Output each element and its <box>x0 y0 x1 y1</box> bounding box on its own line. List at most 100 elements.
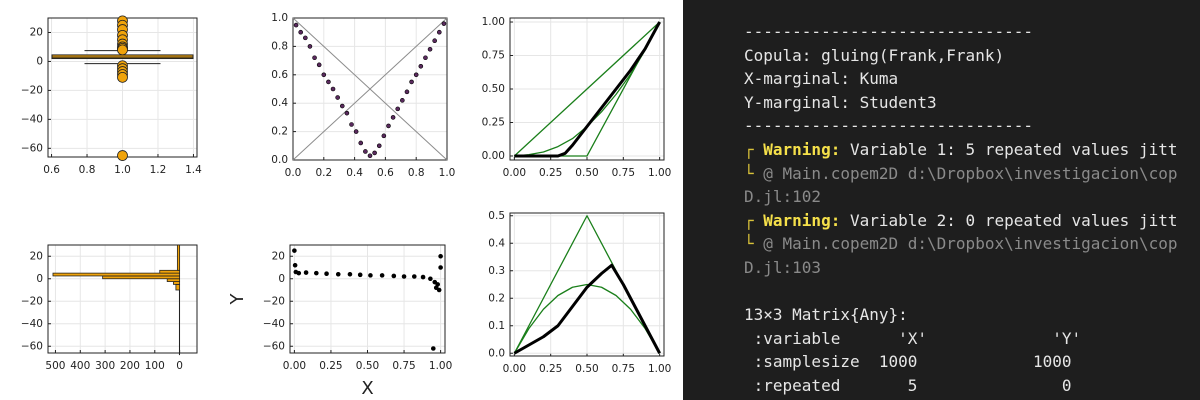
line-series <box>514 21 661 158</box>
warning-message: Variable 1: 5 repeated values jitt <box>840 139 1178 159</box>
y-tick-label: 0 <box>278 273 285 285</box>
bracket: └ <box>744 234 764 254</box>
y-tick-label: −20 <box>21 84 43 96</box>
subplot: 0.00 0.25 0.50 0.75 1.00 0.00 0.25 0.50 0.75 1.00 <box>482 16 672 179</box>
plot-frame <box>47 244 198 354</box>
warning-source: @ Main.copem2D d:\Dropbox\investigacion\… <box>763 234 1178 254</box>
x-tick-label: 0.25 <box>319 360 342 372</box>
point <box>420 274 426 280</box>
point <box>418 63 424 69</box>
y-tick-label: 0 <box>36 273 43 285</box>
y-tick-label: 0.50 <box>482 83 505 95</box>
point <box>441 21 447 26</box>
point <box>395 106 401 112</box>
outlier <box>117 44 128 56</box>
y-tick-label: 20 <box>30 26 43 38</box>
x-tick-label: 0.75 <box>392 360 415 372</box>
point <box>312 55 317 61</box>
point <box>321 72 327 78</box>
x-tick-label: 0.75 <box>612 167 635 179</box>
outlier <box>117 150 128 161</box>
plot-frame <box>509 212 665 357</box>
point <box>292 248 297 253</box>
terminal-output: ------------------------------ Copula: g… <box>744 20 1177 398</box>
line-series <box>513 283 661 354</box>
point <box>411 274 417 279</box>
point <box>436 29 442 35</box>
point <box>372 150 377 156</box>
warning-label: Warning: <box>763 210 841 230</box>
subplot: 0.0 0.2 0.4 0.6 0.8 1.0 0.0 0.2 0.4 0.6 0.8 1.0 <box>271 12 455 179</box>
y-tick-label: 0.25 <box>482 116 505 128</box>
y-tick-label: 0.75 <box>482 50 505 62</box>
x-tick-label: 100 <box>145 360 165 372</box>
x-tick-label: 500 <box>45 360 65 372</box>
bar <box>176 244 181 271</box>
bracket: ┌ <box>744 139 764 159</box>
y-tick-label: −20 <box>263 295 285 307</box>
x-tick-label: 0.75 <box>612 363 635 375</box>
y-tick-label: 0.00 <box>482 150 505 162</box>
line-series <box>513 21 661 157</box>
plot-frame <box>289 244 446 354</box>
bracket: └ <box>744 163 764 183</box>
y-tick-label: 0.4 <box>488 237 505 249</box>
point <box>335 95 340 100</box>
point <box>344 110 350 116</box>
subplot: 0.00 0.25 0.50 0.75 1.00 0.0 0.1 0.2 0.3 0.4 0.5 <box>488 210 671 375</box>
x-tick-label: 1.4 <box>185 164 202 176</box>
x-tick-label: 1.2 <box>150 164 167 176</box>
x-marginal-line: X-marginal: Kuma <box>744 69 899 89</box>
point <box>303 35 308 41</box>
y-tick-label: 20 <box>30 250 43 262</box>
y-tick-label: −60 <box>21 340 43 352</box>
outlier <box>117 71 128 83</box>
y-marginal-line: Y-marginal: Student3 <box>744 92 937 112</box>
y-axis-label: Y <box>227 293 248 306</box>
x-tick-label: 0.6 <box>377 167 394 179</box>
point <box>335 271 341 277</box>
x-tick-label: 400 <box>70 360 90 372</box>
y-tick-label: −60 <box>263 340 285 352</box>
plot-frame <box>292 17 448 161</box>
warning-message: Variable 2: 0 repeated values jitt <box>840 210 1178 230</box>
point <box>391 273 397 279</box>
warning-file: D.jl:103 <box>744 257 822 277</box>
matrix-header: 13×3 Matrix{Any}: <box>744 305 908 325</box>
bar <box>102 275 181 280</box>
point <box>431 346 436 351</box>
x-tick-label: 0.6 <box>43 164 60 176</box>
point <box>358 140 364 146</box>
y-tick-label: 0.4 <box>271 97 288 109</box>
point <box>400 98 405 103</box>
x-tick-label: 1.00 <box>648 167 671 179</box>
y-tick-label: −40 <box>21 113 43 125</box>
bracket: ┌ <box>744 210 764 230</box>
x-tick-label: 0.25 <box>539 167 562 179</box>
bar <box>175 283 181 291</box>
y-tick-label: 0 <box>36 55 43 67</box>
x-tick-label: 0.00 <box>503 167 526 179</box>
y-tick-label: 0.2 <box>271 126 288 138</box>
line-series <box>513 263 661 355</box>
point <box>316 62 322 68</box>
line-series <box>292 17 448 161</box>
point <box>324 271 329 276</box>
point <box>339 103 345 109</box>
warning-label: Warning: <box>763 139 841 159</box>
x-tick-label: 0.2 <box>315 167 332 179</box>
matrix-row: :repeated 5 0 <box>744 375 1072 395</box>
point <box>367 153 373 159</box>
y-tick-label: 0.6 <box>271 69 288 81</box>
subplot: 0.6 0.8 1.0 1.2 1.4 20 0 −20 −40 −60 <box>21 15 202 176</box>
matrix-row: :samplesize 1000 1000 <box>744 352 1072 372</box>
bar <box>159 269 181 274</box>
x-tick-label: 1.0 <box>439 167 456 179</box>
separator: ------------------------------ <box>744 116 1033 136</box>
point <box>296 270 302 276</box>
y-tick-label: −60 <box>21 142 43 154</box>
matrix-row: :variable 'X' 'Y' <box>744 328 1082 348</box>
x-tick-label: 0 <box>176 360 183 372</box>
point <box>428 276 433 282</box>
